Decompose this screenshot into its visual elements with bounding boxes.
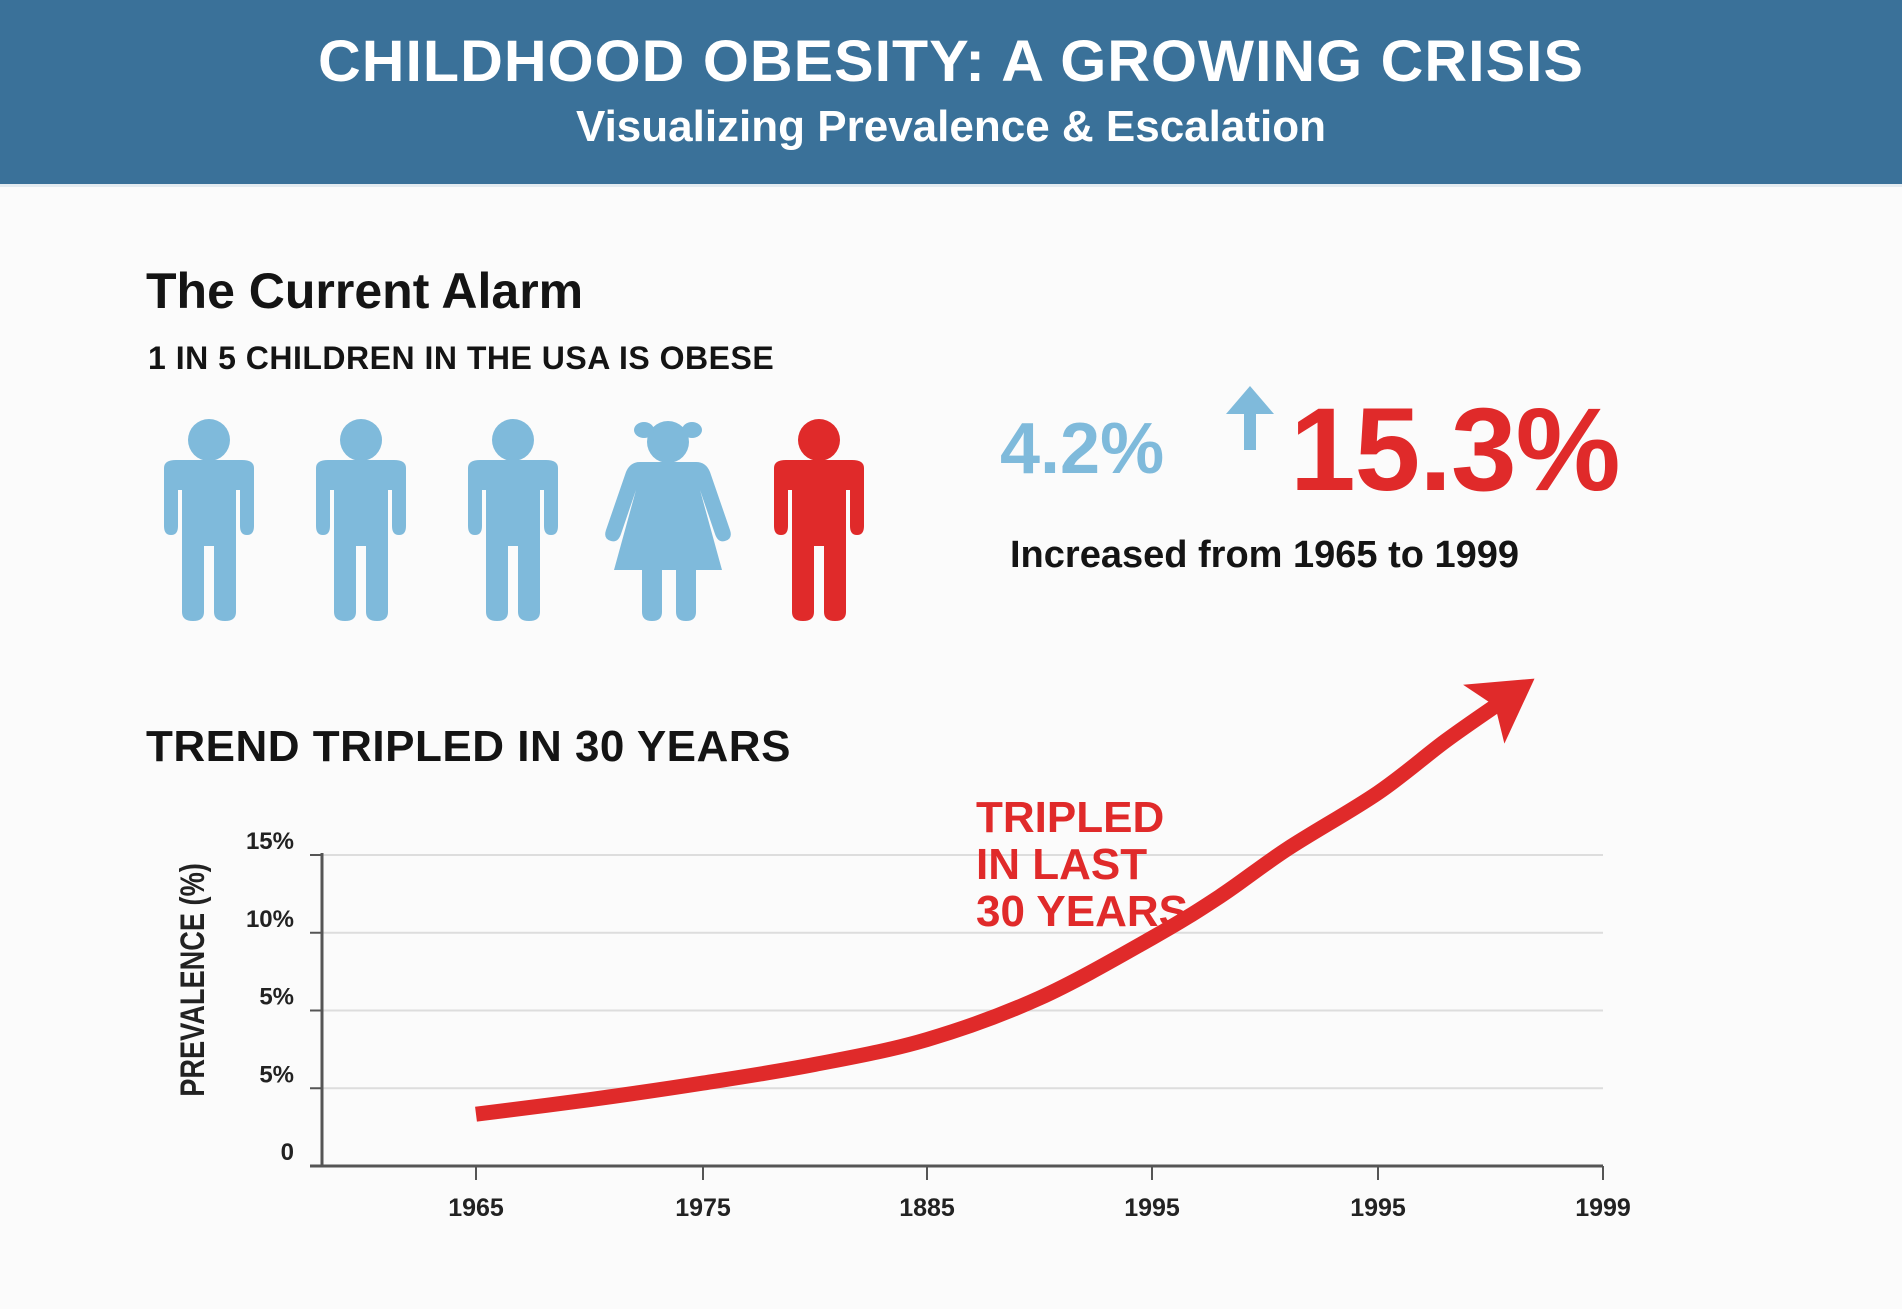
x-tick-label: 1965 [448,1194,504,1222]
y-tick-label: 0 [281,1139,294,1166]
header-banner: CHILDHOOD OBESITY: A GROWING CRISIS Visu… [0,0,1902,187]
boy-figure-icon [468,419,558,621]
y-tick-label: 15% [246,828,294,855]
highlighted-boy-figure-icon [774,419,864,621]
trend-heading: TREND TRIPLED IN 30 YEARS [146,722,791,771]
trend-annotation-line: 30 YEARS [976,887,1188,936]
alarm-heading: The Current Alarm [146,263,584,319]
children-figures [146,418,886,623]
page-title: CHILDHOOD OBESITY: A GROWING CRISIS [317,29,1585,94]
y-tick-label: 5% [259,984,294,1011]
x-tick-label: 1885 [899,1194,955,1222]
boy-figure-icon [316,419,406,621]
y-tick-label: 10% [246,906,294,933]
x-tick-label: 1999 [1575,1194,1631,1222]
x-tick-label: 1975 [675,1194,731,1222]
boy-figure-icon [164,419,254,621]
ratio-text: 1 IN 5 CHILDREN IN THE USA IS OBESE [148,340,775,376]
stat-caption: Increased from 1965 to 1999 [1010,534,1520,576]
x-tick-label: 1995 [1124,1194,1180,1222]
up-arrow-icon [1226,386,1274,450]
stat-to-value: 15.3% [1290,384,1621,516]
x-tick-label: 1995 [1350,1194,1406,1222]
trend-annotation-line: IN LAST [976,840,1147,889]
y-axis-title: PREVALENCE (%) [173,863,212,1097]
trend-arrowhead [1463,678,1535,744]
girl-figure-icon [605,421,731,621]
stat-from-value: 4.2% [1000,409,1165,489]
trend-annotation-line: TRIPLED [976,793,1164,842]
page-subtitle: Visualizing Prevalence & Escalation [576,102,1326,151]
y-tick-label: 5% [259,1061,294,1088]
